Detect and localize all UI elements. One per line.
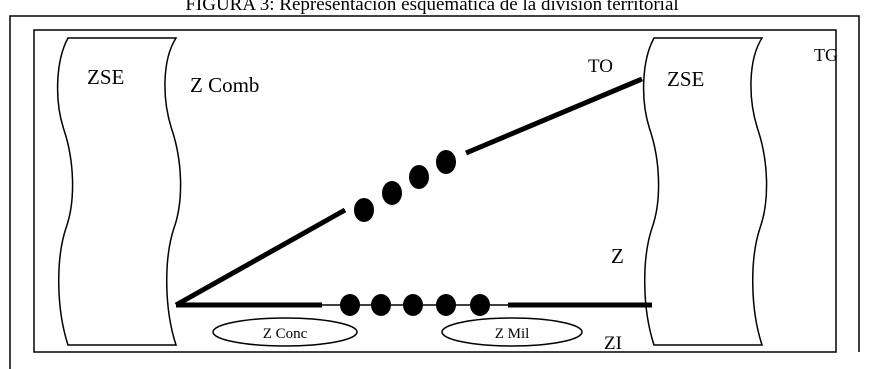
boundary-dot xyxy=(403,294,423,316)
z-label: Z xyxy=(611,244,624,268)
z-mil-ellipse xyxy=(441,317,583,347)
boundary-dot xyxy=(371,294,391,316)
to-boundary-dots xyxy=(354,150,456,222)
to-boundary-line-lower xyxy=(174,207,347,308)
right-zse-band xyxy=(642,37,768,346)
figure-caption: FIGURA 3: Representación esquemática de … xyxy=(185,0,678,15)
z-conc-label: Z Conc xyxy=(263,326,308,342)
boundary-dot xyxy=(382,181,402,205)
to-label: TO xyxy=(588,56,613,77)
outer-frame xyxy=(9,15,860,369)
zi-label: ZI xyxy=(604,333,622,354)
boundary-dot xyxy=(354,198,374,222)
boundary-dot xyxy=(409,165,429,189)
zse-right-label: ZSE xyxy=(667,67,704,91)
z-mil-label: Z Mil xyxy=(495,326,530,342)
boundary-dot xyxy=(470,294,490,316)
boundary-dot xyxy=(436,150,456,174)
zi-boundary-dots xyxy=(340,294,490,316)
theater-rectangle xyxy=(33,29,837,353)
left-zse-band xyxy=(56,37,182,346)
zse-left-label: ZSE xyxy=(87,65,124,89)
z-conc-ellipse xyxy=(212,317,358,347)
tg-label: TG xyxy=(814,45,838,65)
boundary-dot xyxy=(436,294,456,316)
z-comb-label: Z Comb xyxy=(190,73,259,97)
boundary-dot xyxy=(340,294,360,316)
to-boundary-line-upper xyxy=(465,76,643,156)
